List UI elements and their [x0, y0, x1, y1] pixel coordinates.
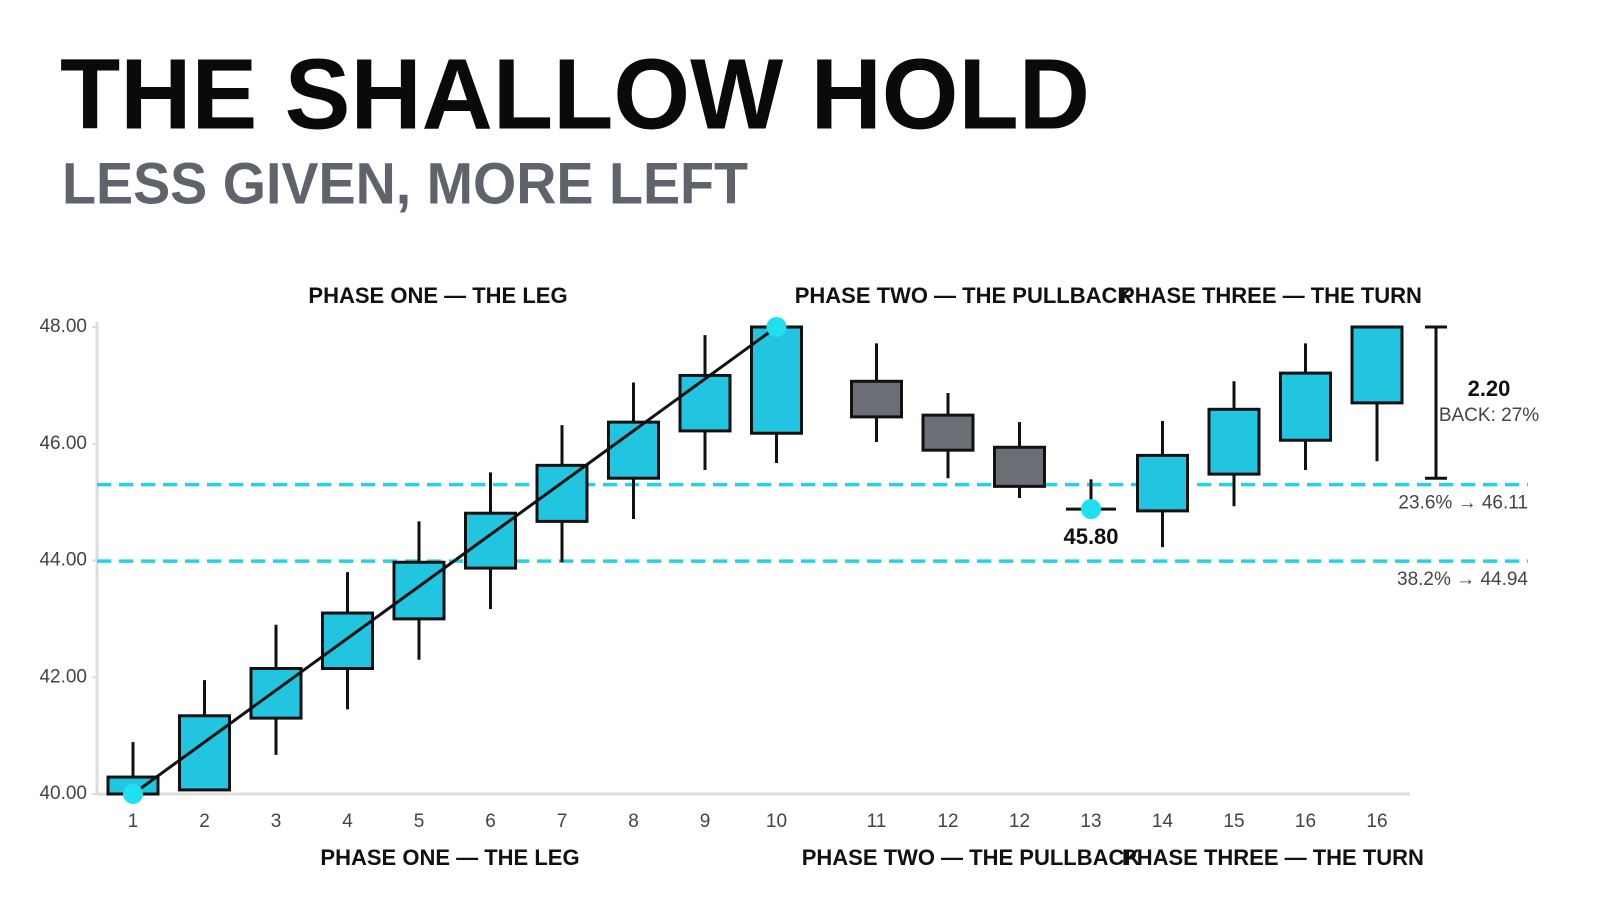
candle-body	[678, 373, 732, 433]
candle-body	[921, 413, 975, 452]
phase-label: PHASE THREE — THE TURN	[1120, 283, 1422, 308]
pivot-dot	[123, 784, 143, 804]
bracket-note: BACK: 27%	[1439, 405, 1539, 426]
candle-body	[1350, 325, 1404, 405]
x-tick-label: 5	[414, 811, 425, 832]
candle-body	[1279, 371, 1332, 442]
candle-body	[321, 611, 374, 670]
x-tick-label: 3	[271, 811, 282, 832]
candle-body	[392, 560, 446, 621]
phase-label: PHASE ONE — THE LEG	[308, 283, 567, 308]
pivot-dot	[1081, 499, 1101, 520]
phase-label: PHASE ONE — THE LEG	[320, 845, 579, 870]
pivot-dot	[766, 317, 787, 337]
x-tick-label: 9	[700, 811, 711, 832]
candle-body	[1207, 407, 1261, 476]
low-label: 45.80	[1063, 524, 1118, 549]
x-tick-label: 6	[485, 811, 496, 832]
x-tick-label: 8	[628, 811, 639, 832]
candle-body	[750, 325, 803, 435]
trend-line	[132, 325, 778, 796]
x-tick-label: 16	[1295, 811, 1316, 832]
x-tick-label: 7	[557, 811, 568, 832]
phase-label: PHASE TWO — THE PULLBACK	[795, 283, 1134, 308]
chart-title: THE SHALLOW HOLD	[60, 38, 1090, 150]
y-tick-label: 44.00	[39, 550, 87, 571]
phase-label: PHASE TWO — THE PULLBACK	[802, 845, 1141, 870]
x-tick-label: 10	[766, 811, 787, 832]
x-tick-label: 16	[1366, 811, 1387, 832]
candle-body	[178, 714, 231, 792]
candle-body	[993, 445, 1046, 488]
chart-subtitle: LESS GIVEN, MORE LEFT	[62, 151, 748, 216]
bracket-value: 2.20	[1468, 376, 1511, 401]
x-tick-label: 1	[128, 811, 139, 832]
y-tick-label: 42.00	[39, 666, 87, 687]
y-tick-label: 46.00	[39, 433, 87, 454]
x-tick-label: 11	[867, 811, 887, 832]
x-tick-label: 4	[342, 811, 353, 832]
x-tick-label: 12	[937, 811, 958, 832]
x-tick-label: 15	[1223, 811, 1244, 832]
x-tick-label: 14	[1152, 811, 1174, 832]
y-tick-label: 48.00	[39, 316, 87, 337]
x-tick-label: 12	[1009, 811, 1030, 832]
reference-label: 38.2% → 44.94	[1397, 569, 1528, 590]
x-tick-label: 2	[199, 811, 210, 832]
phase-label: PHASE THREE — THE TURN	[1122, 845, 1424, 870]
reference-label: 23.6% → 46.11	[1398, 493, 1528, 514]
candle-body	[850, 379, 903, 419]
y-tick-label: 40.00	[39, 783, 87, 804]
candle-body	[535, 463, 589, 523]
candle-body	[1136, 453, 1189, 513]
x-tick-label: 13	[1080, 811, 1101, 832]
